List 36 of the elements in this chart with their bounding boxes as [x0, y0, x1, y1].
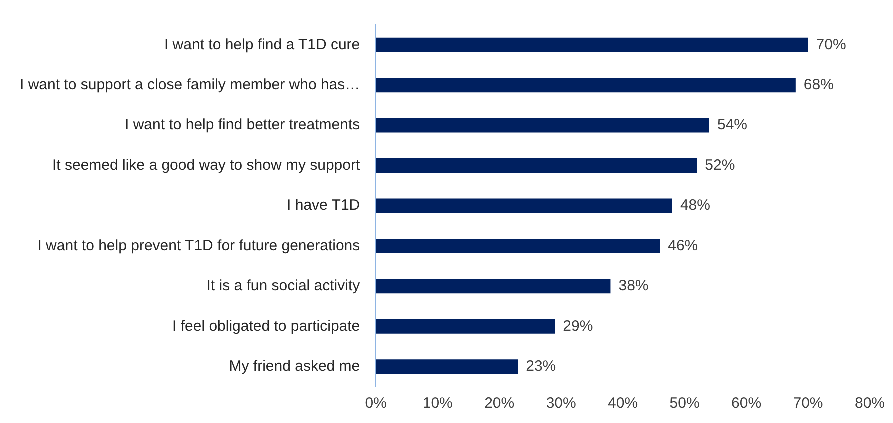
x-tick-label: 0%	[365, 395, 387, 412]
bar	[376, 158, 698, 174]
y-tick-label: I feel obligated to participate	[172, 318, 360, 335]
y-tick-label: I want to support a close family member who has…	[20, 76, 360, 94]
bar	[376, 118, 710, 133]
data-label: 70%	[816, 36, 846, 54]
data-label: 52%	[705, 156, 736, 174]
data-label: 29%	[563, 318, 594, 335]
y-tick-label: It is a fun social activity	[206, 278, 361, 295]
bar	[376, 238, 660, 254]
x-tick-label: 30%	[546, 395, 576, 412]
y-tick-label: It seemed like a good way to show my support	[52, 156, 361, 174]
data-label: 46%	[668, 237, 698, 254]
bar	[376, 360, 518, 374]
y-tick-label: I want to help find a T1D cure	[164, 36, 360, 54]
x-tick-label: 60%	[732, 395, 762, 412]
y-tick-label: My friend asked me	[229, 358, 360, 376]
bar	[376, 38, 808, 52]
bar	[376, 78, 796, 93]
data-label: 48%	[680, 197, 710, 214]
bar	[376, 319, 556, 334]
x-tick-label: 80%	[854, 395, 886, 412]
y-tick-label: I want to help prevent T1D for future generations	[38, 237, 360, 254]
x-tick-label: 40%	[608, 395, 638, 412]
x-tick-label: 10%	[422, 395, 453, 412]
data-label: 54%	[717, 116, 748, 134]
bar	[376, 198, 672, 214]
data-label: 68%	[804, 76, 834, 94]
x-tick-label: 20%	[484, 395, 515, 412]
y-tick-label: I have T1D	[287, 197, 360, 214]
x-tick-label: 50%	[670, 395, 700, 412]
y-tick-label: I want to help find better treatments	[125, 116, 360, 134]
x-tick-label: 70%	[793, 395, 824, 412]
bar	[376, 279, 611, 294]
data-label: 38%	[618, 278, 649, 295]
data-label: 23%	[526, 358, 556, 376]
